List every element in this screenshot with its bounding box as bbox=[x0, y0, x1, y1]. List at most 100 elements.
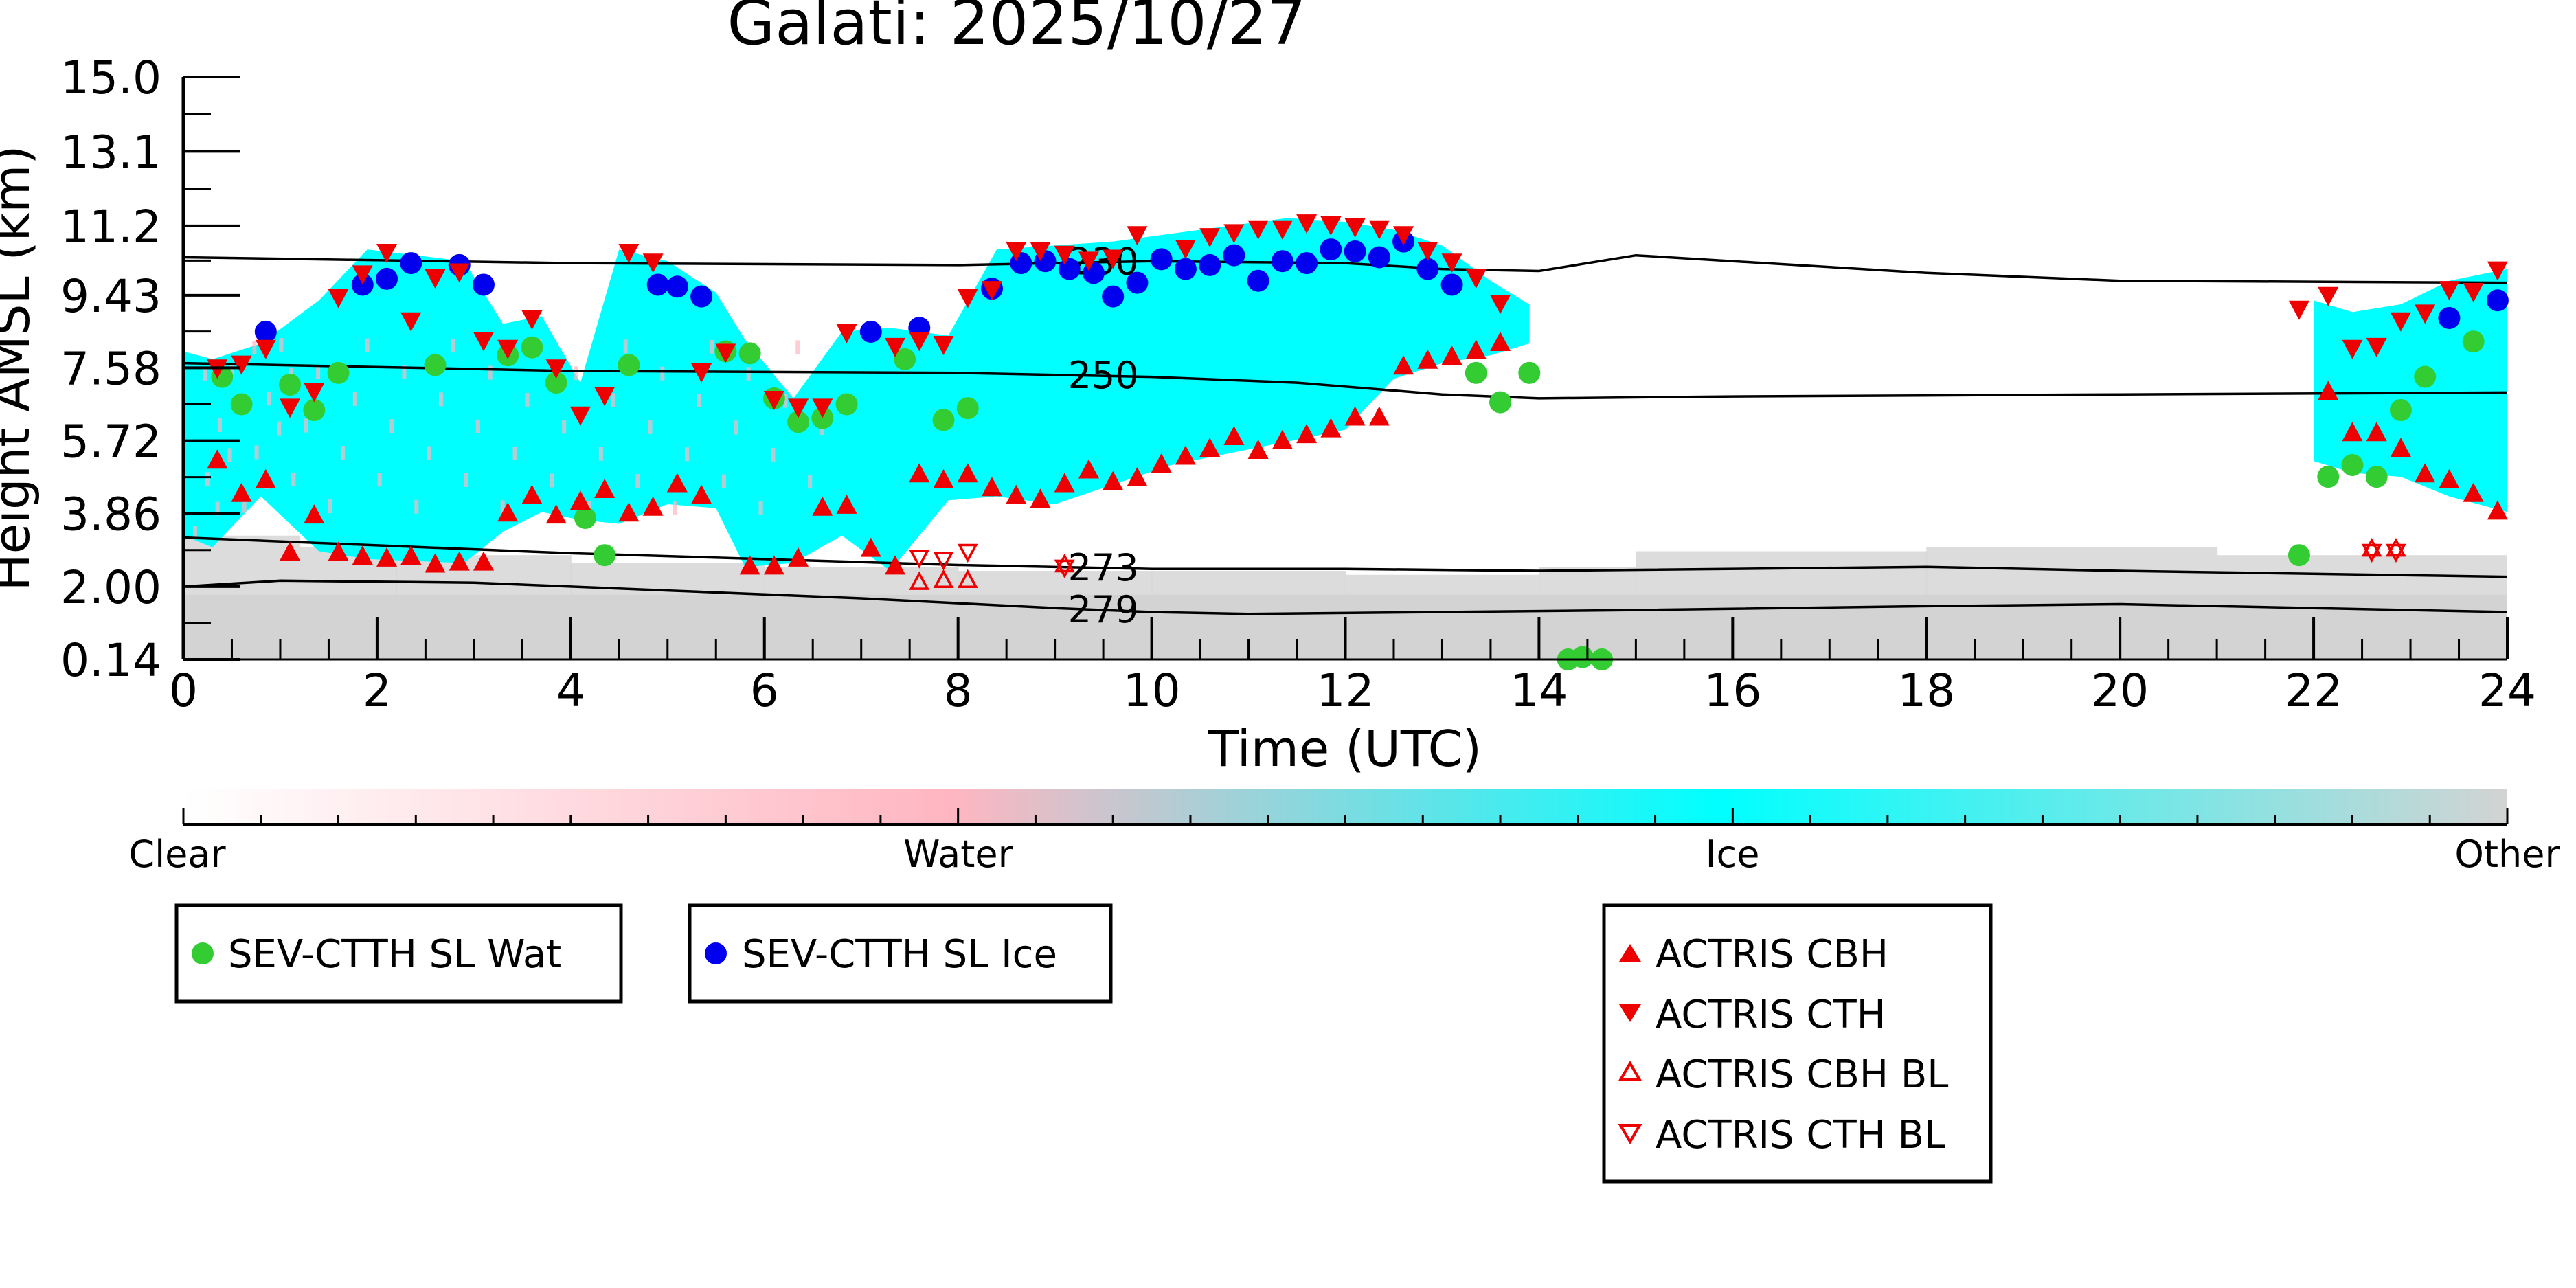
point-actris-cth bbox=[2288, 300, 2309, 320]
point-sev-ctth-sl-ice bbox=[1199, 253, 1221, 276]
water-cloud-streak bbox=[304, 418, 308, 433]
ice-cloud-region-1 bbox=[183, 218, 1530, 572]
point-actris-cbh bbox=[1127, 466, 1148, 486]
isotherm-label-250: 250 bbox=[1068, 354, 1139, 397]
point-actris-cbh bbox=[909, 463, 930, 483]
point-sev-ctth-sl-ice bbox=[859, 320, 882, 343]
point-actris-cth bbox=[982, 281, 1003, 301]
point-actris-cbh-bl bbox=[1054, 553, 1075, 573]
point-actris-cbh bbox=[2342, 422, 2363, 442]
point-actris-cbh bbox=[545, 504, 567, 524]
point-actris-cth-bl bbox=[933, 552, 954, 571]
point-sev-ctth-sl-wat bbox=[303, 399, 326, 422]
point-actris-cbh bbox=[1490, 332, 1511, 352]
point-actris-cth bbox=[885, 337, 906, 357]
point-actris-cth bbox=[909, 332, 930, 352]
point-actris-cbh bbox=[280, 541, 301, 561]
cloud-type-field bbox=[183, 218, 2507, 659]
point-actris-cth-bl bbox=[957, 543, 978, 563]
low-other-patch bbox=[1345, 574, 1540, 595]
isotherm-line-250 bbox=[183, 361, 2507, 400]
point-actris-cth bbox=[473, 332, 494, 352]
point-actris-cth bbox=[2366, 337, 2387, 357]
point-actris-cth bbox=[1417, 242, 1438, 262]
x-tick-label: 0 bbox=[169, 664, 198, 717]
water-cloud-streak bbox=[623, 339, 628, 354]
point-sev-ctth-sl-wat bbox=[2389, 399, 2412, 422]
point-actris-cbh bbox=[1223, 426, 1245, 446]
water-cloud-streak bbox=[439, 392, 444, 407]
x-tick-label: 4 bbox=[556, 664, 585, 717]
water-cloud-streak bbox=[771, 447, 776, 462]
point-actris-cbh-bl bbox=[2385, 537, 2406, 557]
water-cloud-streak bbox=[463, 473, 468, 487]
point-actris-cth bbox=[1296, 214, 1318, 234]
isotherm-label-279: 279 bbox=[1068, 588, 1139, 631]
point-actris-cbh bbox=[449, 551, 470, 571]
point-actris-cbh bbox=[207, 449, 228, 469]
point-actris-cth bbox=[1465, 269, 1487, 289]
point-actris-cbh bbox=[1441, 346, 1462, 365]
water-cloud-streak bbox=[550, 473, 554, 488]
point-actris-cbh bbox=[1151, 453, 1172, 473]
point-sev-ctth-sl-ice bbox=[1344, 240, 1366, 262]
point-sev-ctth-sl-wat bbox=[2287, 544, 2310, 567]
point-actris-cth bbox=[933, 336, 954, 356]
water-cloud-streak bbox=[252, 341, 257, 355]
point-actris-cth bbox=[521, 310, 543, 330]
point-actris-cbh bbox=[1296, 424, 1318, 444]
water-cloud-streak bbox=[279, 338, 284, 352]
point-actris-cbh bbox=[836, 494, 857, 514]
point-sev-ctth-sl-ice bbox=[1296, 252, 1318, 275]
water-cloud-streak bbox=[229, 364, 234, 379]
water-cloud-streak bbox=[242, 499, 247, 513]
point-actris-cbh bbox=[400, 545, 422, 565]
water-cloud-streak bbox=[673, 501, 677, 515]
point-actris-cbh bbox=[473, 551, 494, 571]
point-actris-cth bbox=[231, 355, 252, 375]
point-actris-cbh bbox=[2415, 463, 2436, 483]
point-actris-cth bbox=[1030, 242, 1051, 262]
point-actris-cbh bbox=[812, 496, 833, 516]
point-actris-cth bbox=[1368, 220, 1390, 240]
point-sev-ctth-sl-wat bbox=[932, 409, 955, 431]
point-actris-cth bbox=[1223, 224, 1245, 244]
point-actris-cth bbox=[763, 390, 784, 410]
point-actris-cbh bbox=[376, 547, 398, 567]
y-tick-label: 9.43 bbox=[60, 270, 161, 323]
point-actris-cth bbox=[328, 289, 349, 308]
point-actris-cth bbox=[1272, 220, 1293, 240]
legend-marker-cth-bl bbox=[1618, 1124, 1642, 1144]
colorbar-label-other: Other bbox=[2454, 833, 2560, 876]
legend-entry-cth: ACTRIS CTH bbox=[1656, 993, 1886, 1037]
point-sev-ctth-sl-wat bbox=[2341, 453, 2364, 476]
point-actris-cbh bbox=[497, 502, 519, 522]
y-tick-label: 7.58 bbox=[60, 342, 161, 395]
low-other-patch bbox=[1636, 551, 1928, 595]
legend-marker-wat bbox=[192, 942, 214, 964]
point-actris-cbh bbox=[1175, 445, 1196, 465]
water-cloud-streak bbox=[574, 366, 579, 381]
water-cloud-streak bbox=[808, 475, 813, 489]
point-actris-cbh bbox=[569, 490, 591, 510]
water-cloud-streak bbox=[205, 472, 210, 486]
point-actris-cth bbox=[1006, 242, 1027, 262]
water-cloud-streak bbox=[635, 474, 640, 488]
x-tick-label: 8 bbox=[944, 664, 973, 717]
point-sev-ctth-sl-ice bbox=[2486, 289, 2509, 312]
point-actris-cth bbox=[1199, 228, 1221, 248]
point-actris-cbh bbox=[666, 473, 688, 493]
point-actris-cbh-bl bbox=[933, 569, 954, 589]
point-actris-cbh bbox=[521, 484, 543, 504]
point-sev-ctth-sl-ice bbox=[2438, 306, 2461, 329]
legend-marker-cbh bbox=[1619, 944, 1641, 962]
point-sev-ctth-sl-wat bbox=[1465, 361, 1487, 384]
legend-frame bbox=[688, 903, 1113, 1004]
y-tick-label: 13.1 bbox=[60, 126, 161, 179]
point-actris-cth bbox=[691, 363, 712, 383]
point-actris-cth bbox=[1078, 251, 1099, 271]
point-actris-cth bbox=[1441, 253, 1462, 273]
point-actris-cbh bbox=[1006, 484, 1027, 504]
point-actris-cth bbox=[594, 387, 615, 407]
